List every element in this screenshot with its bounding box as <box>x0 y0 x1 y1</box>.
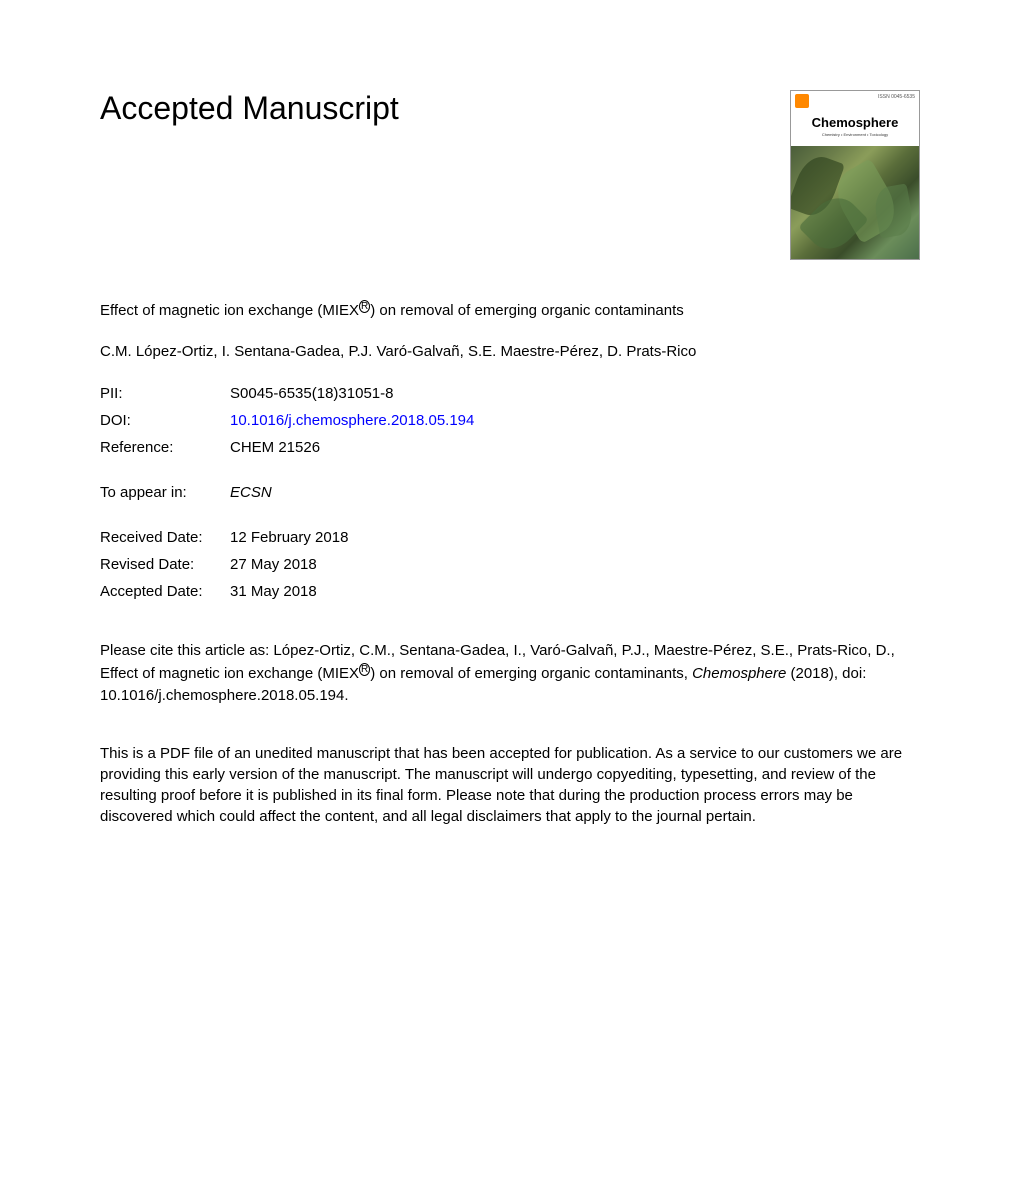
article-title: Effect of magnetic ion exchange (MIEXR) … <box>100 300 780 321</box>
citation-journal: Chemosphere <box>692 665 786 682</box>
reference-label: Reference: <box>100 434 230 461</box>
registered-symbol: R <box>359 300 370 313</box>
reference-value: CHEM 21526 <box>230 434 474 461</box>
meta-row-pii: PII: S0045-6535(18)31051-8 <box>100 380 474 407</box>
received-label: Received Date: <box>100 524 230 551</box>
journal-cover: ISSN 0045-6535 Chemosphere Chemistry • E… <box>790 90 920 260</box>
header-row: Accepted Manuscript ISSN 0045-6535 Chemo… <box>100 90 920 260</box>
pii-label: PII: <box>100 380 230 407</box>
journal-cover-title: Chemosphere <box>797 115 913 130</box>
appear-label: To appear in: <box>100 479 230 506</box>
received-value: 12 February 2018 <box>230 524 474 551</box>
registered-symbol: R <box>359 663 370 676</box>
journal-cover-art <box>791 146 919 260</box>
revised-value: 27 May 2018 <box>230 551 474 578</box>
revised-label: Revised Date: <box>100 551 230 578</box>
citation-middle: ) on removal of emerging organic contami… <box>370 665 692 682</box>
page-title: Accepted Manuscript <box>100 90 399 127</box>
journal-cover-header: ISSN 0045-6535 Chemosphere Chemistry • E… <box>791 91 919 146</box>
accepted-label: Accepted Date: <box>100 578 230 605</box>
citation-text: Please cite this article as: López-Ortiz… <box>100 640 920 708</box>
meta-row-accepted: Accepted Date: 31 May 2018 <box>100 578 474 605</box>
publisher-logo-icon <box>795 94 809 108</box>
journal-issn: ISSN 0045-6535 <box>878 94 915 100</box>
authors: C.M. López-Ortiz, I. Sentana-Gadea, P.J.… <box>100 341 800 362</box>
doi-link[interactable]: 10.1016/j.chemosphere.2018.05.194 <box>230 412 474 429</box>
doi-label: DOI: <box>100 407 230 434</box>
meta-row-reference: Reference: CHEM 21526 <box>100 434 474 461</box>
article-title-part1: Effect of magnetic ion exchange (MIEX <box>100 302 359 319</box>
meta-row-received: Received Date: 12 February 2018 <box>100 524 474 551</box>
journal-cover-subtitle: Chemistry • Environment • Toxicology <box>797 132 913 137</box>
meta-row-doi: DOI: 10.1016/j.chemosphere.2018.05.194 <box>100 407 474 434</box>
article-title-part2: ) on removal of emerging organic contami… <box>370 302 684 319</box>
pii-value: S0045-6535(18)31051-8 <box>230 380 474 407</box>
disclaimer-text: This is a PDF file of an unedited manusc… <box>100 743 920 827</box>
meta-row-revised: Revised Date: 27 May 2018 <box>100 551 474 578</box>
accepted-value: 31 May 2018 <box>230 578 474 605</box>
meta-row-appear: To appear in: ECSN <box>100 479 474 506</box>
appear-value: ECSN <box>230 479 474 506</box>
metadata-table: PII: S0045-6535(18)31051-8 DOI: 10.1016/… <box>100 380 474 605</box>
